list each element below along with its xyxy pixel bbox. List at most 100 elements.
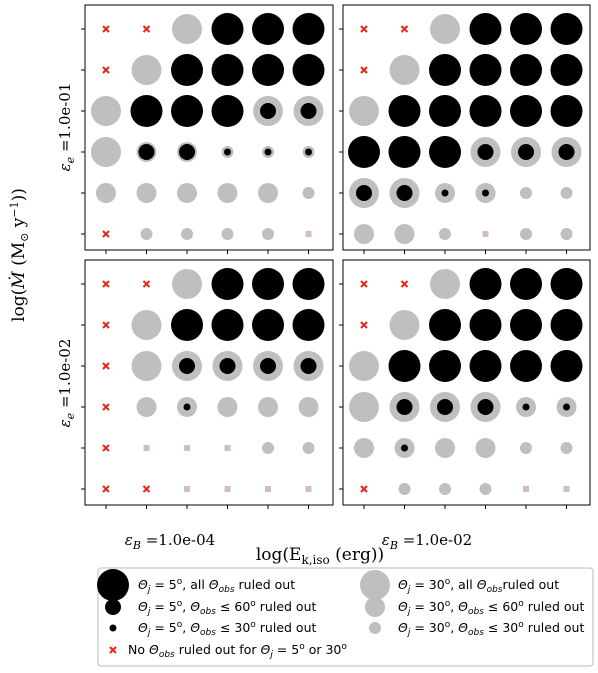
data-point-r2-c0 — [349, 96, 379, 126]
data-point-r3-c1 — [138, 144, 155, 160]
legend-marker-g3 — [360, 570, 390, 600]
data-point-r0-c5 — [550, 13, 583, 45]
panel-frame — [84, 4, 334, 251]
data-point-r5-c3 — [221, 228, 234, 240]
legend-marker-g1 — [369, 622, 381, 634]
cross-stroke — [102, 403, 110, 411]
data-point-r4-c2 — [435, 438, 455, 458]
data-point-r4-c5 — [560, 187, 573, 199]
data-point-r4-c0 — [356, 185, 372, 201]
data-point-r1-c5 — [292, 54, 325, 86]
data-point-r3-c3 — [224, 148, 231, 156]
legend-label: Θj = 30o, Θobs ≤ 60o ruled out — [398, 599, 584, 617]
legend-frame — [97, 567, 594, 667]
data-point-r2-c1 — [388, 95, 421, 127]
cross-stroke — [142, 25, 151, 33]
data-point-r3-c0 — [348, 136, 380, 168]
panel-0-1 — [339, 4, 591, 254]
y-axis-title: log(Ṁ (M⊙ y−1)) — [8, 188, 31, 322]
data-point-r3-c3 — [217, 397, 238, 417]
data-point-r1-c3 — [469, 309, 502, 341]
data-point-r1-c3 — [211, 309, 244, 341]
cross-stroke — [142, 280, 151, 288]
data-point-r5-c2 — [181, 228, 193, 240]
data-point-r0-c3 — [211, 268, 244, 300]
data-point-r0-c1 — [400, 25, 409, 33]
data-point-r4-c4 — [262, 442, 274, 454]
data-point-r4-c2 — [441, 189, 449, 197]
cross-stroke — [109, 646, 117, 654]
data-point-r4-c1 — [136, 183, 157, 203]
cross-stroke — [400, 280, 409, 288]
cross-stroke — [102, 444, 110, 452]
legend-label: Θj = 5o, all Θobs ruled out — [138, 577, 295, 595]
legend-marker-g2 — [365, 597, 385, 617]
legend-label: Θj = 30o, Θobs ≤ 30o ruled out — [398, 620, 584, 638]
legend-label: No Θobs ruled out for Θj = 5o or 30o — [128, 642, 347, 660]
data-point-r0-c0 — [360, 280, 368, 288]
data-point-r4-c3 — [224, 445, 231, 451]
data-point-r0-c4 — [510, 268, 542, 300]
data-point-r1-c1 — [131, 55, 162, 85]
data-point-r0-c4 — [252, 13, 284, 45]
data-point-r3-c4 — [264, 148, 272, 156]
cross-stroke — [360, 485, 368, 493]
data-point-r2-c2 — [179, 358, 195, 374]
data-point-r3-c1 — [136, 397, 157, 417]
cross-stroke — [400, 25, 409, 33]
data-point-r4-c4 — [258, 183, 278, 203]
data-point-r2-c3 — [469, 95, 502, 127]
data-point-r0-c4 — [510, 13, 542, 45]
data-point-r4-c2 — [184, 445, 190, 451]
row-label-epsilon-e: εe =1.0e-01 — [56, 83, 77, 172]
data-point-r5-c1 — [142, 485, 151, 493]
data-point-r5-c4 — [520, 228, 532, 240]
panel-frame — [342, 4, 591, 251]
data-point-r3-c5 — [558, 144, 575, 160]
data-point-r5-c5 — [305, 486, 312, 492]
data-point-r0-c0 — [102, 280, 110, 288]
col-label-epsilon-b: εB =1.0e-02 — [382, 531, 472, 552]
panel-frame — [84, 259, 334, 506]
panel-1-0 — [81, 259, 334, 509]
data-point-r1-c5 — [550, 309, 583, 341]
data-point-r3-c2 — [183, 403, 191, 411]
data-point-r1-c2 — [429, 309, 461, 341]
data-point-r1-c0 — [360, 66, 368, 74]
data-point-r0-c5 — [550, 268, 583, 300]
data-point-r5-c5 — [563, 486, 570, 492]
data-point-r4-c5 — [302, 442, 315, 454]
data-point-r3-c5 — [305, 148, 312, 156]
data-point-r4-c1 — [143, 445, 150, 451]
cross-stroke — [102, 362, 110, 370]
data-point-r2-c3 — [219, 358, 236, 374]
data-point-r0-c1 — [142, 25, 151, 33]
data-point-r1-c3 — [211, 54, 244, 86]
cross-stroke — [102, 280, 110, 288]
data-point-r0-c5 — [292, 13, 325, 45]
data-point-r3-c1 — [388, 136, 421, 168]
data-point-r5-c4 — [265, 486, 271, 492]
data-point-r2-c1 — [131, 351, 162, 381]
data-point-r5-c1 — [140, 228, 153, 240]
data-point-r2-c2 — [429, 350, 461, 382]
data-point-r1-c2 — [429, 54, 461, 86]
data-point-r1-c0 — [360, 321, 368, 329]
data-point-r3-c3 — [477, 144, 494, 160]
data-point-r2-c3 — [469, 350, 502, 382]
data-point-r5-c5 — [560, 228, 573, 240]
data-point-r0-c2 — [430, 14, 460, 44]
data-point-r5-c5 — [305, 231, 312, 237]
data-point-r0-c2 — [172, 14, 202, 44]
data-point-r4-c3 — [475, 438, 496, 458]
cross-stroke — [360, 280, 368, 288]
data-point-r5-c0 — [360, 485, 368, 493]
data-point-r0-c3 — [469, 268, 502, 300]
data-point-r3-c1 — [396, 399, 413, 415]
panel-frame — [342, 259, 591, 506]
legend-label: Θj = 30o, all Θobsruled out — [398, 577, 559, 595]
data-point-r5-c0 — [102, 230, 110, 238]
data-point-r5-c0 — [102, 485, 110, 493]
data-point-r0-c2 — [172, 269, 202, 299]
